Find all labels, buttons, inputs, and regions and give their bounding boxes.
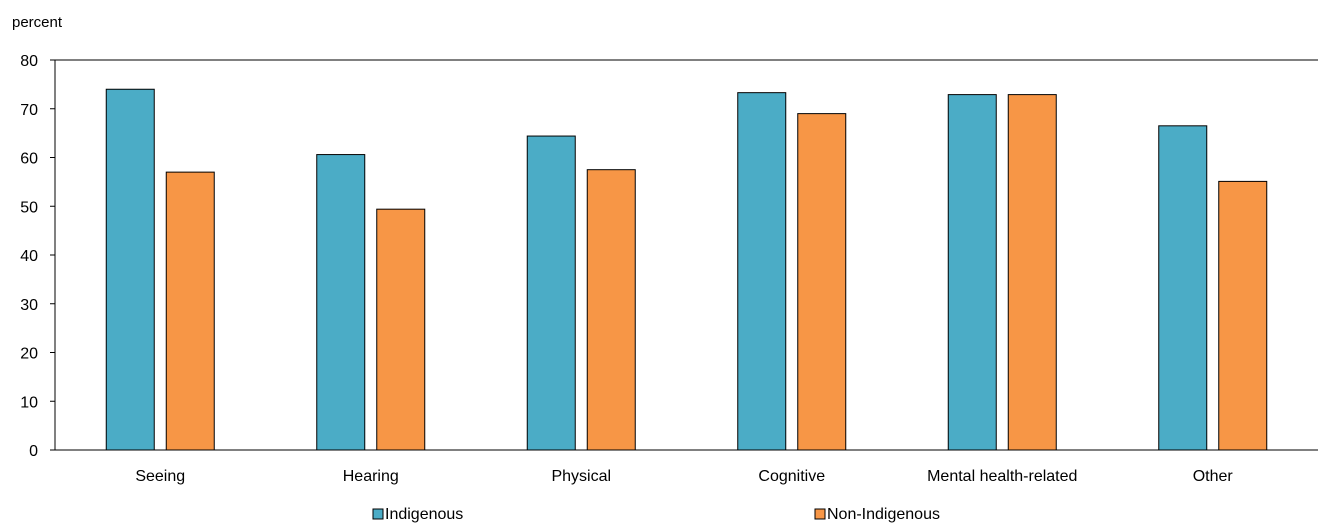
y-tick-label: 30 <box>20 297 38 314</box>
bar-series <box>105 88 1268 451</box>
x-axis-categories: Seeing Hearing Physical Cognitive Mental hea… <box>135 468 1233 485</box>
y-axis-label: percent <box>12 14 63 31</box>
bar-indigenous-cognitive <box>737 92 787 451</box>
x-category-label: Mental health-related <box>927 468 1077 485</box>
x-category-label: Seeing <box>135 468 185 485</box>
y-tick-label: 10 <box>20 394 38 411</box>
legend-label: Indigenous <box>385 506 463 523</box>
bar-non-indigenous-hearing <box>376 208 426 451</box>
y-tick-label: 0 <box>29 443 38 460</box>
bar-indigenous-seeing <box>105 88 155 451</box>
bar-indigenous-physical <box>526 135 576 451</box>
bar-indigenous-other <box>1158 125 1208 451</box>
legend: Indigenous Non-Indigenous <box>372 506 940 523</box>
bar-non-indigenous-cognitive <box>797 113 847 451</box>
legend-swatch <box>372 508 384 520</box>
y-tick-label: 40 <box>20 248 38 265</box>
y-axis-ticks: 0 10 20 30 40 50 60 70 80 <box>20 53 55 460</box>
legend-label: Non-Indigenous <box>827 506 940 523</box>
y-tick-label: 20 <box>20 346 38 363</box>
y-tick-label: 70 <box>20 102 38 119</box>
x-category-label: Cognitive <box>758 468 825 485</box>
x-category-label: Physical <box>551 468 611 485</box>
y-tick-label: 60 <box>20 151 38 168</box>
bar-indigenous-hearing <box>316 154 366 451</box>
x-category-label: Hearing <box>343 468 399 485</box>
legend-swatch <box>814 508 826 520</box>
bar-non-indigenous-physical <box>586 169 636 451</box>
bar-non-indigenous-mental-health-related <box>1007 94 1057 451</box>
y-tick-label: 80 <box>20 53 38 70</box>
x-category-label: Other <box>1193 468 1234 485</box>
y-tick-label: 50 <box>20 199 38 216</box>
bar-non-indigenous-other <box>1218 180 1268 451</box>
bar-non-indigenous-seeing <box>165 171 215 451</box>
bar-indigenous-mental-health-related <box>947 94 997 451</box>
